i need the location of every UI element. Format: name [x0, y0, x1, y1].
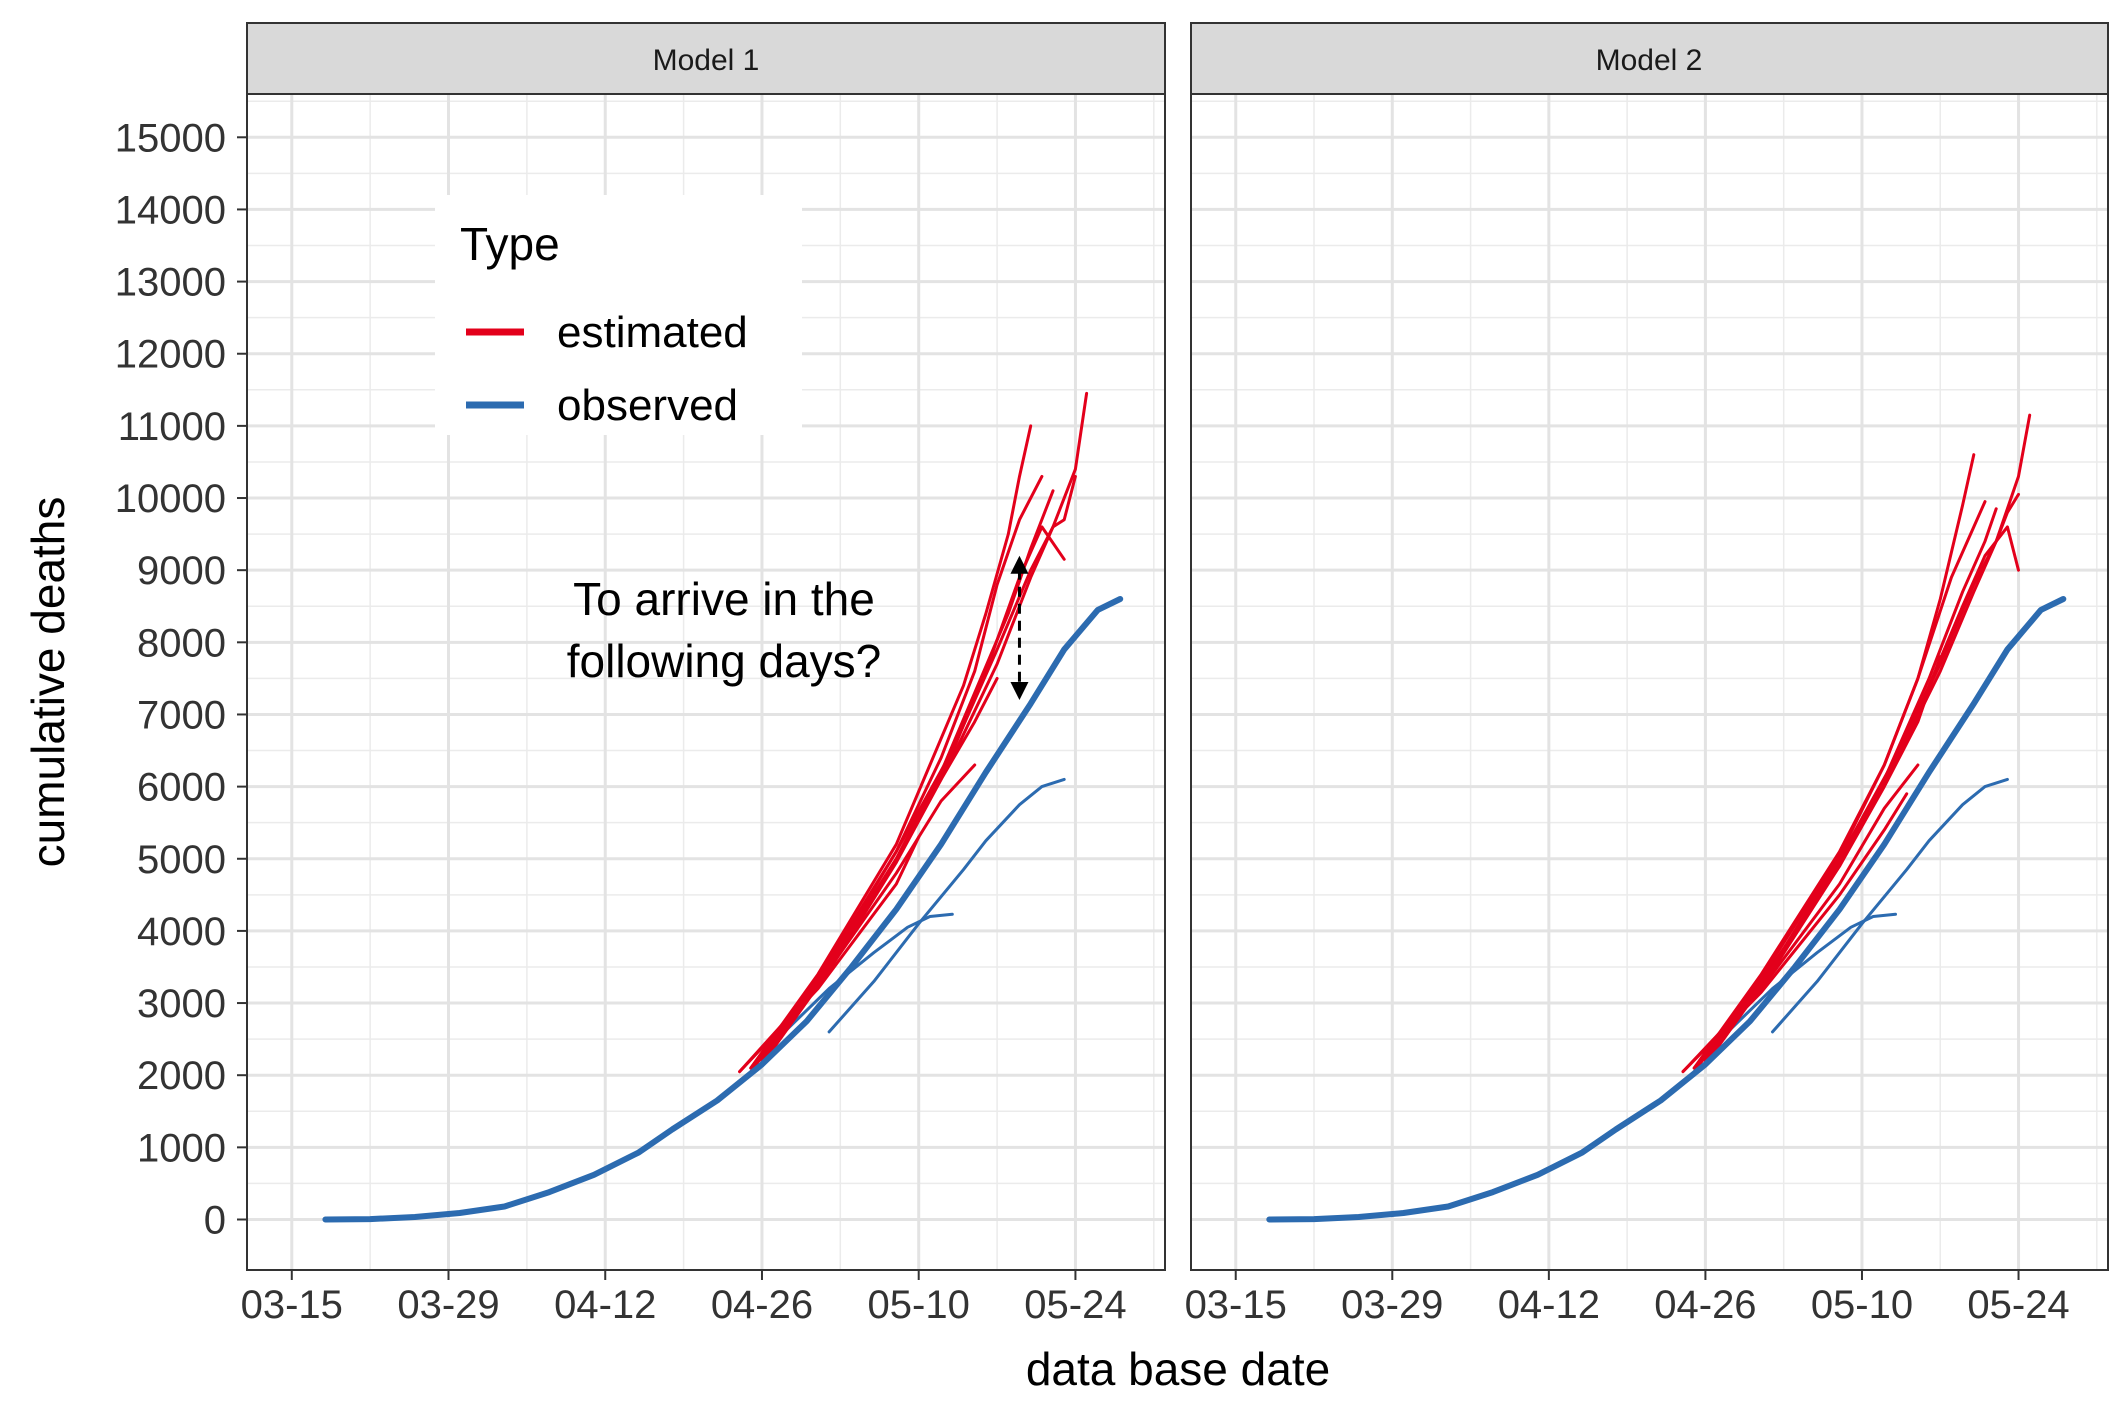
observed-line-trunc-0518: [827, 777, 1066, 1034]
x-tick-label: 03-15: [241, 1283, 343, 1327]
x-tick-label: 04-12: [554, 1283, 656, 1327]
panel-2-title: Model 2: [1596, 44, 1703, 77]
estimated-line-e5: [1692, 500, 1987, 1070]
x-tick-label: 04-26: [711, 1283, 813, 1327]
estimated-line-e9: [760, 391, 1089, 1063]
x-tick-label: 05-24: [1024, 1283, 1126, 1327]
x-tick-label: 05-24: [1967, 1283, 2069, 1327]
y-tick-label: 14000: [115, 188, 226, 232]
observed-line-trunc-0511: [782, 912, 954, 1034]
annotation: To arrive in the following days?: [567, 555, 1029, 701]
y-tick-label: 12000: [115, 333, 226, 377]
y-tick-label: 11000: [118, 405, 226, 449]
arrow-head-down: [1010, 682, 1029, 701]
legend-title: Type: [460, 218, 560, 270]
y-axis-title: cumulative deaths: [22, 497, 74, 868]
panel-1-title: Model 1: [653, 44, 760, 77]
legend-label-estimated: estimated: [557, 308, 748, 357]
annotation-line-2: following days?: [567, 635, 882, 687]
legend: Type estimated observed: [435, 195, 802, 435]
y-tick-label: 4000: [137, 910, 226, 954]
arrow-head-up: [1010, 555, 1029, 574]
panel-1-gridlines: [247, 94, 1165, 1270]
y-tick-label: 15000: [115, 116, 226, 160]
observed-line-trunc-0518: [1771, 777, 2009, 1034]
y-tick-label: 5000: [137, 838, 226, 882]
panel-1-x-axis: 03-15 03-29 04-12 04-26 05-10 05-24: [241, 1270, 1127, 1327]
estimated-line-e8: [760, 474, 1077, 1063]
y-tick-label: 9000: [137, 549, 226, 593]
x-axis-title: data base date: [1026, 1343, 1330, 1395]
annotation-double-arrow: [1010, 555, 1029, 701]
x-tick-label: 03-15: [1185, 1283, 1287, 1327]
x-tick-label: 04-12: [1498, 1283, 1600, 1327]
panel-2-series: [1266, 413, 2067, 1223]
y-tick-label: 2000: [137, 1054, 226, 1098]
x-tick-label: 05-10: [868, 1283, 970, 1327]
panel-2-strip: [1190, 22, 2109, 95]
panel-2-x-axis: 03-15 03-29 04-12 04-26 05-10 05-24: [1185, 1270, 2070, 1327]
panel-2-gridlines: [1191, 94, 2108, 1270]
panel-1-strip: [246, 22, 1166, 95]
y-axis: 0 1000 2000 3000 4000 5000 6000 7000 8000 9000 100…: [115, 116, 247, 1242]
x-tick-label: 03-29: [1341, 1283, 1443, 1327]
legend-label-observed: observed: [557, 381, 738, 430]
legend-box: [435, 195, 802, 435]
panel-model-2: Model 2 03-15 03-29 04-12 04-26 05-10 05-24: [1185, 22, 2109, 1327]
estimated-line-e4: [749, 424, 1033, 1070]
x-tick-label: 03-29: [397, 1283, 499, 1327]
x-tick-label: 04-26: [1654, 1283, 1756, 1327]
annotation-line-1: To arrive in the: [573, 573, 875, 625]
y-tick-label: 13000: [115, 261, 226, 305]
estimated-line-e5: [749, 474, 1044, 1070]
y-tick-label: 6000: [137, 766, 226, 810]
x-tick-label: 05-10: [1811, 1283, 1913, 1327]
observed-line-full: [322, 596, 1124, 1223]
panel-1-series: [322, 391, 1124, 1223]
y-tick-label: 8000: [137, 621, 226, 665]
estimated-line-e9: [1703, 413, 2032, 1063]
y-tick-label: 10000: [115, 477, 226, 521]
y-tick-label: 1000: [137, 1126, 226, 1170]
y-tick-label: 7000: [137, 693, 226, 737]
observed-line-full: [1266, 596, 2067, 1223]
panel-2-background: [1191, 94, 2108, 1270]
y-tick-label: 3000: [137, 982, 226, 1026]
observed-line-trunc-0511: [1726, 912, 1897, 1034]
y-tick-label: 0: [204, 1198, 226, 1242]
